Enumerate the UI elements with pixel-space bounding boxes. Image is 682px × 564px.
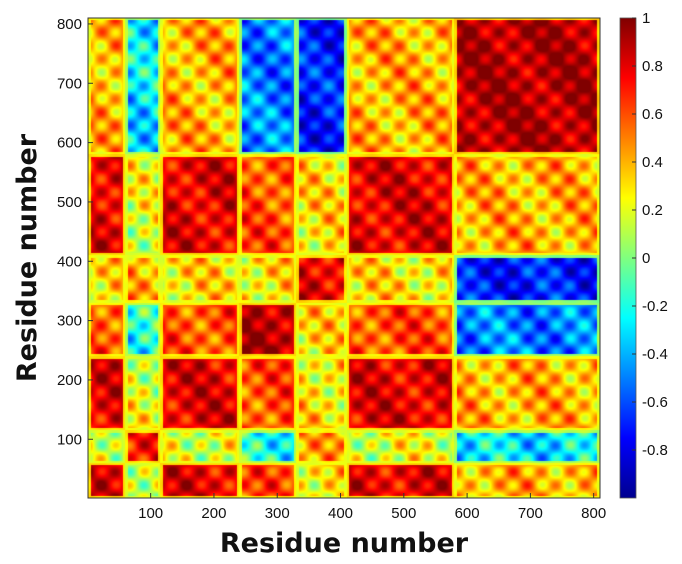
plot-frame [87, 17, 601, 499]
y-axis-title: Residue number [12, 133, 43, 382]
colorbar: 1 0.8 0.6 0.4 0.2 0 -0.2 -0.4 -0.6 -0.8 [619, 10, 668, 499]
heatmap-plot-area [87, 17, 601, 499]
x-tick-label: 700 [518, 505, 543, 522]
colorbar-tick-label: 0.4 [642, 154, 663, 171]
y-tick-label: 500 [57, 194, 82, 211]
x-tick-label: 800 [581, 505, 606, 522]
y-tick-label: 400 [57, 253, 82, 270]
colorbar-tick-label: -0.4 [642, 346, 668, 363]
y-tick-label: 600 [57, 135, 82, 152]
colorbar-tick-label: -0.6 [642, 394, 668, 411]
y-tick-label: 700 [57, 75, 82, 92]
colorbar-tick-label: 0 [642, 250, 650, 267]
x-tick-label: 200 [201, 505, 226, 522]
colorbar-ticks: 1 0.8 0.6 0.4 0.2 0 -0.2 -0.4 -0.6 -0.8 [632, 10, 668, 459]
colorbar-tick-label: 1 [642, 10, 650, 27]
colorbar-tick-label: 0.6 [642, 106, 663, 123]
x-tick-label: 500 [391, 505, 416, 522]
x-tick-label: 300 [265, 505, 290, 522]
colorbar-tick-label: 0.2 [642, 202, 663, 219]
y-tick-label: 200 [57, 372, 82, 389]
y-tick-label: 800 [57, 16, 82, 33]
colorbar-tick-label: -0.2 [642, 298, 668, 315]
colorbar-tick-label: 0.8 [642, 58, 663, 75]
x-axis-title: Residue number [220, 528, 469, 559]
x-tick-label: 100 [138, 505, 163, 522]
x-axis-ticks: 100 200 300 400 500 600 700 800 [138, 493, 606, 522]
y-tick-label: 100 [57, 431, 82, 448]
x-tick-label: 400 [328, 505, 353, 522]
x-tick-label: 600 [455, 505, 480, 522]
colorbar-tick-label: -0.8 [642, 442, 668, 459]
y-tick-label: 300 [57, 313, 82, 330]
y-axis-ticks: 100 200 300 400 500 600 700 800 [57, 16, 93, 448]
